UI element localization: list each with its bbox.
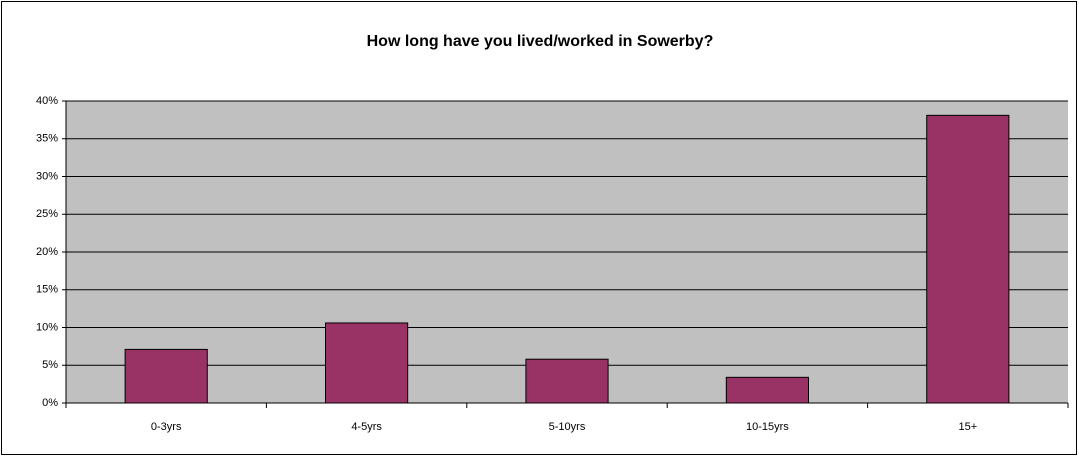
- y-tick-label: 15%: [36, 284, 58, 296]
- bar: [725, 376, 809, 404]
- bar: [926, 114, 1010, 404]
- y-tick-label: 25%: [36, 208, 58, 220]
- x-tick-label: 4-5yrs: [351, 421, 382, 433]
- bar: [325, 322, 409, 404]
- bar: [525, 358, 609, 404]
- y-tick-label: 40%: [36, 95, 58, 107]
- y-tick-label: 30%: [36, 170, 58, 182]
- x-tick-label: 5-10yrs: [549, 421, 586, 433]
- x-tick-label: 15+: [958, 421, 977, 433]
- x-tick-label: 0-3yrs: [151, 421, 182, 433]
- y-tick-label: 10%: [36, 321, 58, 333]
- y-tick-label: 20%: [36, 246, 58, 258]
- y-tick-label: 0%: [42, 397, 58, 409]
- chart-title: How long have you lived/worked in Sowerb…: [367, 33, 714, 50]
- y-tick-label: 5%: [42, 359, 58, 371]
- x-tick-label: 10-15yrs: [746, 421, 789, 433]
- y-tick-label: 35%: [36, 133, 58, 145]
- bar: [124, 348, 208, 404]
